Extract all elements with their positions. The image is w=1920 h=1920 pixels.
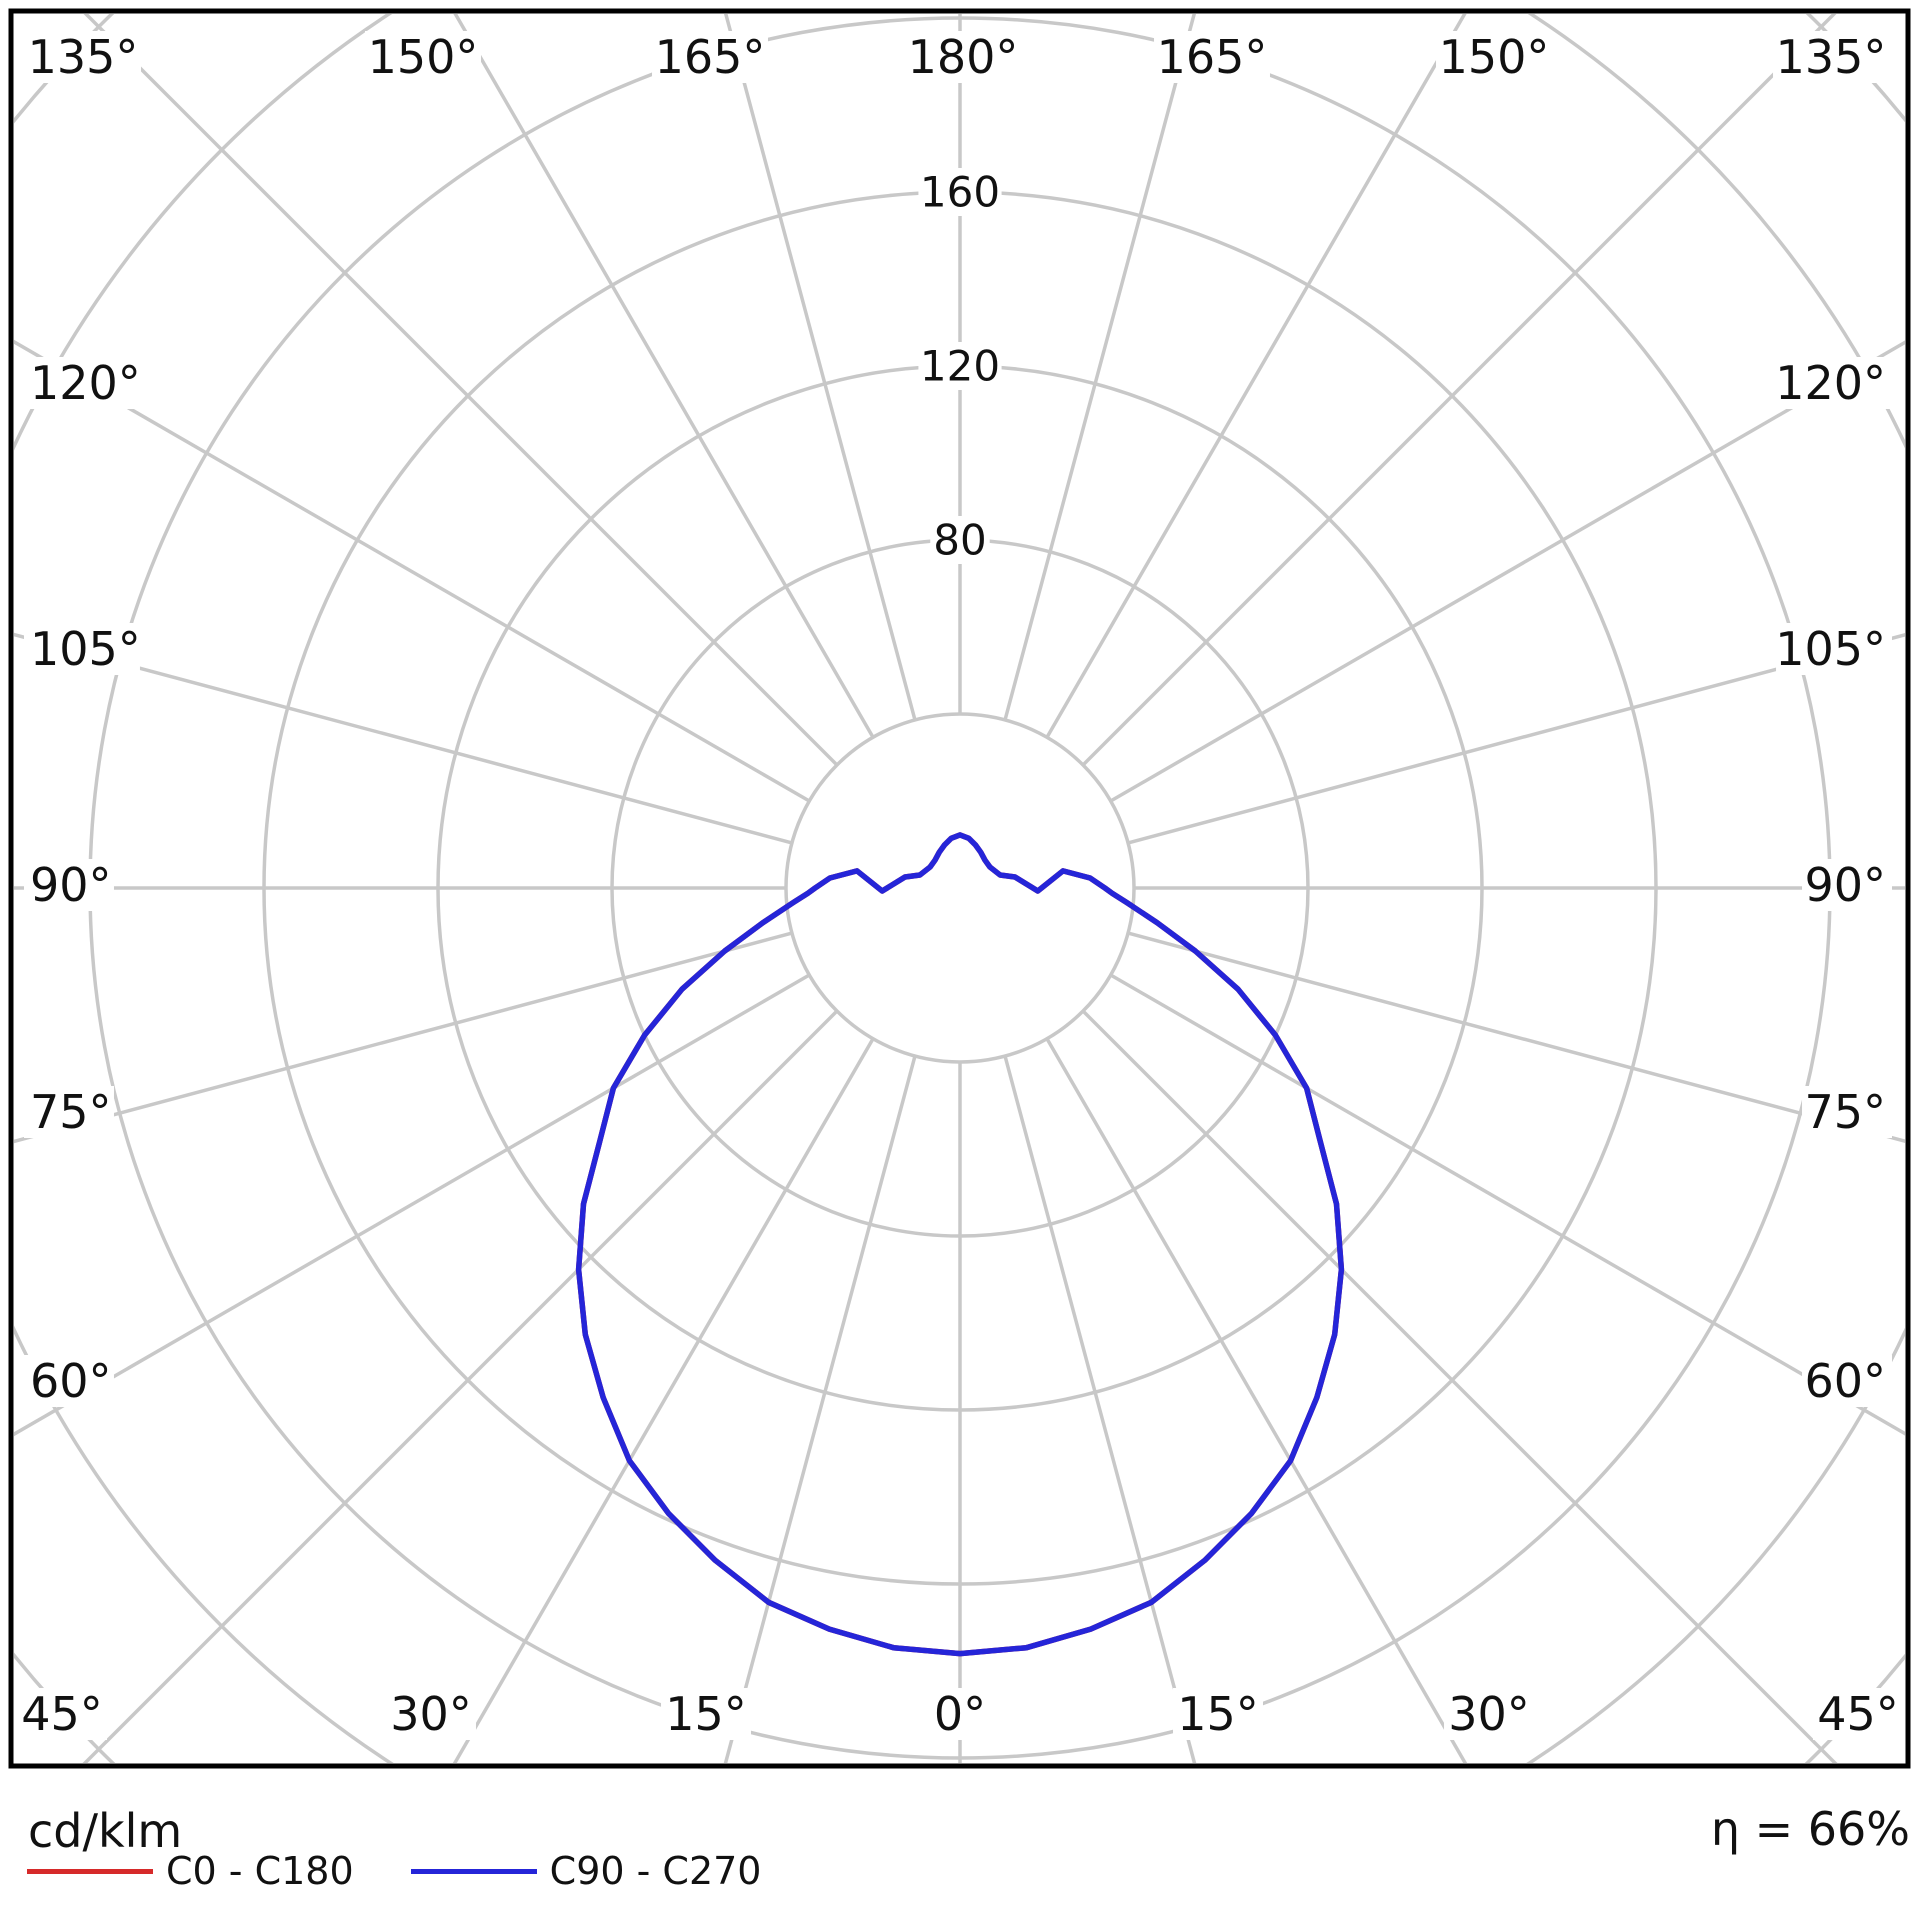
polar-ray-120 [1109,340,1905,803]
polar-ray-15 [1003,1055,1197,1763]
angle-label-left-3-halo [24,1086,114,1138]
radial-tick-label-80-halo [930,516,990,564]
angle-label-left-4: 60° [30,1354,112,1408]
radial-tick-label-80: 80 [933,516,986,565]
angle-label-right-2-halo [1802,859,1892,911]
efficiency-label: η = 66% [1710,1802,1910,1856]
angle-label-bottom-0-halo [17,1688,107,1740]
angle-label-top-1: 150° [368,30,479,84]
angle-label-right-1-halo [1776,623,1892,675]
polar-ray-150 [1045,14,1467,739]
legend-line-blue [410,1868,537,1874]
angle-label-top-6-halo [1773,31,1889,83]
polar-ray-135 [1081,14,1837,767]
curve-c90-c270 [575,832,1345,1657]
radial-unit-label: cd/klm [28,1804,183,1858]
polar-ray-75 [1127,931,1905,1144]
axis-labels: 80 120 160 135° 150° 165° 180° 165° 150° 135° 45° 3… [17,30,1903,1741]
legend-item-c90-c270: C90 - C270 [410,1849,762,1893]
legend: C0 - C180 C90 - C270 [27,1849,761,1893]
chart-frame [8,8,1911,1769]
angle-label-bottom-1-halo [386,1688,476,1740]
polar-ray-315 [82,1009,839,1763]
angle-label-bottom-4: 15° [1177,1687,1259,1741]
polar-ray-225 [83,14,839,767]
polar-ray-210 [453,14,875,739]
angle-label-left-0: 120° [30,356,141,410]
angle-label-bottom-2: 15° [665,1687,747,1741]
angle-label-top-5: 150° [1439,30,1550,84]
angle-label-left-2: 90° [30,858,112,912]
angle-label-bottom-0: 45° [21,1687,103,1741]
angle-label-right-4-halo [1802,1355,1892,1407]
polar-ray-255 [14,632,793,845]
polar-ray-285 [14,931,793,1144]
angle-label-bottom-3-halo [928,1688,992,1740]
polar-ray-105 [1127,632,1905,845]
angle-label-bottom-6: 45° [1817,1687,1899,1741]
angle-label-bottom-1: 30° [390,1687,472,1741]
angle-label-left-1-halo [24,623,140,675]
polar-ray-30 [1045,1037,1468,1763]
angle-label-top-0: 135° [28,30,139,84]
radial-tick-label-120-halo [918,342,1002,390]
angle-label-right-3-halo [1802,1086,1892,1138]
polar-ray-165 [1003,14,1196,721]
polar-ray-60 [1109,973,1905,1436]
legend-label-c90-c270: C90 - C270 [549,1849,762,1893]
angle-label-bottom-2-halo [661,1688,751,1740]
angle-label-top-0-halo [25,31,141,83]
angle-label-right-2: 90° [1804,858,1886,912]
polar-ray-45 [1081,1009,1838,1763]
angle-label-right-0: 120° [1775,356,1886,410]
polar-ray-330 [452,1037,875,1763]
angle-label-left-3: 75° [30,1085,112,1139]
angle-label-top-3: 180° [908,30,1019,84]
angle-label-bottom-5: 30° [1448,1687,1530,1741]
polar-ray-240 [14,339,811,803]
angle-label-right-4: 60° [1804,1354,1886,1408]
angle-label-top-6: 135° [1776,30,1887,84]
angle-label-bottom-4-halo [1173,1688,1263,1740]
polar-ray-300 [14,973,811,1437]
polar-ring-40 [784,712,1136,1064]
angle-label-right-0-halo [1776,357,1892,409]
angle-label-left-1: 105° [30,622,141,676]
angle-label-top-4: 165° [1157,30,1268,84]
angle-label-top-5-halo [1436,31,1552,83]
angle-label-top-2: 165° [655,30,766,84]
angle-label-bottom-5-halo [1444,1688,1534,1740]
legend-line-red [27,1868,153,1874]
angle-label-right-3: 75° [1804,1085,1886,1139]
legend-item-c0-c180: C0 - C180 [27,1849,354,1893]
angle-label-top-2-halo [652,31,768,83]
angle-label-top-1-halo [365,31,481,83]
polar-ray-195 [724,14,917,721]
legend-label-c0-c180: C0 - C180 [166,1849,354,1893]
angle-label-top-4-halo [1154,31,1270,83]
angle-label-right-1: 105° [1775,622,1886,676]
angle-label-left-4-halo [24,1355,114,1407]
angle-label-bottom-3: 0° [934,1687,986,1741]
angle-label-top-3-halo [905,31,1021,83]
angle-label-bottom-6-halo [1813,1688,1903,1740]
radial-tick-label-160-halo [918,168,1002,216]
polar-ray-345 [723,1055,917,1763]
angle-label-left-2-halo [24,859,114,911]
angle-label-left-0-halo [24,357,140,409]
radial-tick-label-120: 120 [920,342,1000,391]
radial-tick-label-160: 160 [920,168,1000,217]
